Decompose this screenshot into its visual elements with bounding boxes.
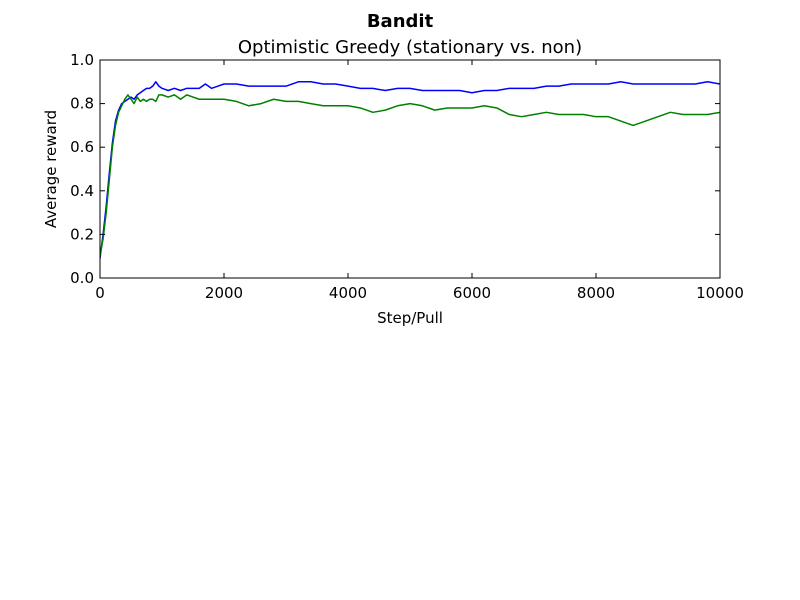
x-tick-label: 2000 [205, 284, 243, 302]
y-axis-label: Average reward [42, 110, 60, 228]
x-tick-label: 0 [95, 284, 105, 302]
x-axis-label: Step/Pull [377, 309, 443, 327]
y-tick-label: 0.4 [70, 182, 94, 200]
axes-frame [99, 59, 721, 279]
y-tick-label: 1.0 [70, 51, 94, 69]
plot-area [100, 81, 720, 259]
x-tick-label: 10000 [696, 284, 744, 302]
x-tick-label: 8000 [577, 284, 615, 302]
y-tick-label: 0.0 [70, 269, 94, 287]
chart-suptitle: Bandit [367, 11, 434, 32]
series-line-2 [100, 94, 720, 257]
x-tick-label: 6000 [453, 284, 491, 302]
y-tick-label: 0.6 [70, 138, 94, 156]
series-line-1 [100, 81, 720, 259]
y-tick-label: 0.2 [70, 225, 94, 243]
y-tick-label: 0.8 [70, 95, 94, 113]
chart-title: Optimistic Greedy (stationary vs. non) [238, 37, 582, 58]
x-tick-label: 4000 [329, 284, 367, 302]
series-layer [100, 81, 720, 259]
